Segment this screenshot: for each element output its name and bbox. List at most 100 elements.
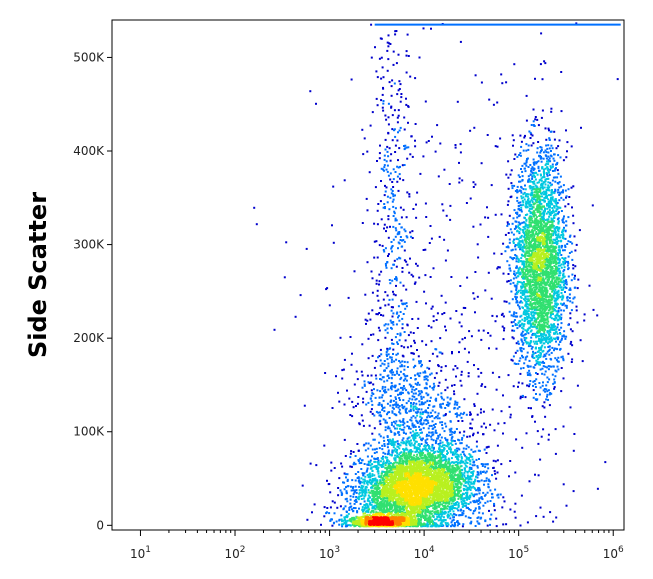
- data-point: [457, 461, 460, 464]
- data-point: [553, 159, 556, 162]
- data-point: [555, 167, 557, 170]
- data-point: [453, 504, 456, 506]
- data-point: [409, 449, 412, 451]
- data-point: [477, 488, 480, 491]
- data-point: [557, 309, 560, 312]
- data-point: [531, 229, 534, 231]
- data-point: [490, 184, 493, 187]
- data-point: [514, 254, 517, 256]
- data-point: [343, 518, 346, 521]
- data-point: [422, 371, 425, 374]
- data-point: [531, 134, 534, 137]
- data-point: [528, 372, 531, 375]
- data-point: [520, 338, 523, 341]
- data-point: [516, 189, 518, 192]
- data-point: [527, 166, 530, 168]
- data-point: [371, 499, 374, 502]
- data-point: [531, 415, 534, 418]
- data-point: [533, 163, 536, 166]
- data-point: [552, 170, 554, 172]
- data-point: [543, 186, 546, 189]
- data-point: [418, 425, 421, 428]
- data-point: [522, 245, 524, 248]
- data-point: [430, 438, 433, 441]
- data-point: [439, 439, 442, 442]
- data-point: [413, 454, 416, 457]
- data-point: [394, 461, 397, 464]
- data-point: [389, 159, 392, 162]
- data-point: [368, 479, 371, 482]
- data-point: [514, 502, 517, 505]
- data-point: [426, 433, 428, 436]
- data-point: [493, 470, 496, 473]
- data-point: [532, 314, 535, 317]
- data-point: [514, 190, 517, 192]
- data-point: [458, 181, 461, 184]
- data-point: [414, 450, 417, 453]
- data-point: [434, 455, 437, 458]
- data-point: [381, 407, 384, 410]
- data-point: [514, 351, 517, 354]
- data-point: [507, 200, 510, 203]
- data-point: [446, 505, 449, 508]
- data-point: [384, 138, 387, 141]
- data-point: [406, 324, 409, 327]
- data-point: [555, 299, 558, 302]
- data-point: [545, 384, 548, 387]
- data-point: [524, 222, 527, 225]
- data-point: [555, 253, 558, 256]
- data-point: [393, 210, 396, 213]
- data-point: [383, 363, 386, 366]
- data-point: [437, 513, 440, 516]
- data-point: [348, 519, 351, 522]
- data-point: [527, 316, 530, 319]
- data-point: [473, 460, 476, 463]
- data-point: [437, 505, 440, 508]
- data-point: [384, 388, 387, 391]
- data-point: [376, 313, 379, 316]
- data-point: [354, 455, 357, 457]
- data-point: [547, 184, 550, 187]
- data-point: [554, 428, 557, 431]
- data-point: [455, 503, 458, 506]
- data-point: [539, 213, 542, 215]
- data-point: [513, 209, 516, 212]
- data-point: [553, 250, 556, 253]
- data-point: [551, 179, 554, 182]
- data-point: [367, 463, 369, 466]
- data-point: [382, 399, 385, 402]
- data-point: [543, 172, 545, 174]
- data-point: [405, 50, 408, 53]
- data-point: [378, 475, 381, 478]
- data-point: [532, 380, 535, 383]
- data-point: [426, 523, 429, 526]
- data-point: [474, 501, 477, 504]
- data-point: [547, 159, 550, 162]
- data-point: [541, 218, 544, 221]
- data-point: [447, 460, 450, 463]
- data-point: [401, 317, 404, 320]
- data-point: [556, 238, 558, 240]
- data-point: [323, 444, 326, 447]
- data-point: [378, 396, 381, 399]
- data-point: [541, 384, 544, 387]
- data-point: [553, 292, 556, 295]
- data-point: [441, 427, 444, 430]
- data-point: [535, 172, 538, 174]
- data-point: [431, 431, 434, 434]
- data-point: [362, 153, 365, 156]
- data-point: [452, 510, 455, 513]
- data-point: [373, 240, 376, 243]
- data-point: [462, 461, 465, 464]
- data-point: [547, 203, 550, 206]
- data-point: [421, 411, 424, 414]
- data-point: [551, 305, 554, 308]
- data-point: [390, 382, 393, 384]
- data-point: [371, 309, 374, 312]
- data-point: [431, 409, 434, 412]
- data-point: [401, 404, 404, 407]
- data-point: [374, 46, 376, 49]
- data-point: [429, 396, 432, 399]
- data-point: [439, 522, 442, 525]
- data-point: [395, 420, 398, 423]
